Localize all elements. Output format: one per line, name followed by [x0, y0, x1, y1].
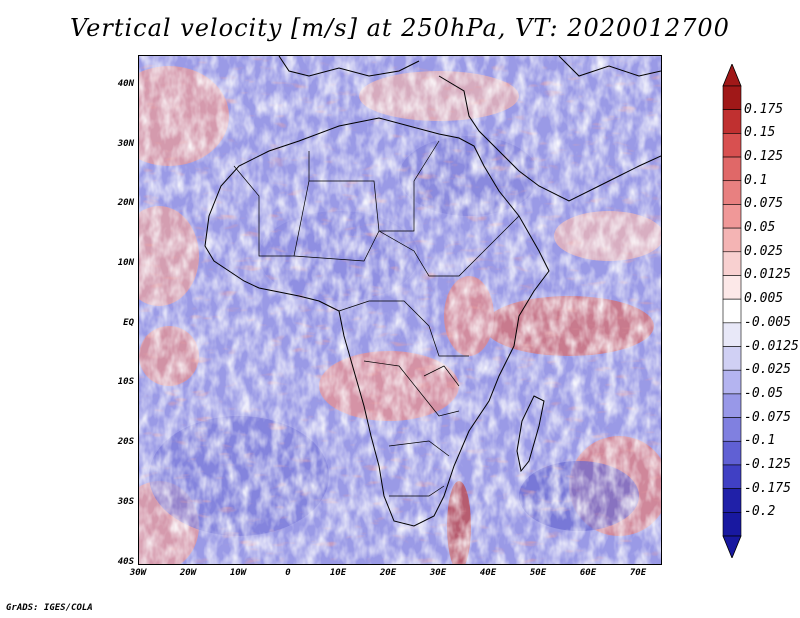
colorbar-swatch — [722, 109, 742, 134]
lat-tick-label: 10N — [117, 258, 134, 268]
country-borders — [233, 140, 520, 497]
colorbar-label: -0.2 — [744, 504, 776, 520]
madagascar-outline — [516, 395, 545, 473]
lon-tick-label: 20E — [379, 568, 397, 578]
colorbar-swatch — [722, 512, 742, 537]
lat-tick-label: 30N — [117, 139, 134, 149]
colorbar-swatch — [722, 393, 742, 418]
colorbar-swatch — [722, 227, 742, 253]
field-texture-white — [139, 56, 661, 564]
colorbar — [722, 64, 742, 558]
map-plot — [138, 55, 662, 565]
colorbar-label: 0.15 — [744, 125, 776, 141]
lat-tick-label: 20N — [117, 198, 134, 208]
page-title: Vertical velocity [m/s] at 250hPa, VT: 2… — [70, 14, 730, 42]
colorbar-label: 0.125 — [744, 149, 784, 165]
colorbar-label: 0.005 — [744, 291, 784, 307]
footer-credit: GrADS: IGES/COLA — [6, 603, 93, 613]
map-svg — [139, 56, 661, 564]
lon-tick-label: 30E — [429, 568, 447, 578]
colorbar-tip-bottom — [722, 535, 742, 558]
colorbar-label: -0.175 — [744, 480, 791, 496]
colorbar-label: -0.05 — [744, 385, 784, 401]
lon-tick-label: 20W — [179, 568, 197, 578]
lon-tick-label: 70E — [629, 568, 647, 578]
colorbar-label: -0.075 — [744, 409, 791, 425]
lat-tick-label: 20S — [117, 437, 134, 447]
colorbar-label: 0.1 — [744, 172, 768, 188]
colorbar-swatch — [722, 369, 742, 395]
lat-tick-label: 40N — [117, 79, 134, 89]
colorbar-label: -0.125 — [744, 456, 791, 472]
lon-tick-label: 40E — [479, 568, 497, 578]
colorbar-tip-top — [722, 64, 742, 87]
colorbar-label: -0.025 — [744, 362, 791, 378]
colorbar-swatch — [722, 346, 742, 371]
colorbar-label: -0.1 — [744, 433, 776, 449]
colorbar-swatch — [722, 133, 742, 158]
lat-tick-label: 10S — [117, 377, 134, 387]
colorbar-swatch — [722, 180, 742, 205]
coastlines — [204, 56, 661, 527]
lat-tick-label: 40S — [117, 557, 134, 567]
colorbar-label: -0.0125 — [744, 338, 799, 354]
colorbar-swatch — [722, 417, 742, 442]
colorbar-swatch — [722, 440, 742, 466]
colorbar-label: -0.005 — [744, 314, 791, 330]
colorbar-label: 0.05 — [744, 220, 776, 236]
lon-tick-label: 10E — [329, 568, 347, 578]
colorbar-label: 0.025 — [744, 243, 784, 259]
lat-tick-label: 30S — [117, 497, 134, 507]
colorbar-swatch — [722, 251, 742, 276]
colorbar-swatch — [722, 298, 742, 324]
lon-tick-label: 0 — [285, 568, 291, 578]
colorbar-swatch — [722, 322, 742, 347]
colorbar-swatch — [722, 156, 742, 182]
lon-tick-label: 10W — [229, 568, 247, 578]
colorbar-swatch — [722, 464, 742, 489]
lat-tick-label: EQ — [123, 318, 134, 328]
colorbar-swatch — [722, 204, 742, 229]
colorbar-swatch — [722, 488, 742, 513]
colorbar-swatch — [722, 275, 742, 300]
colorbar-label: 0.075 — [744, 196, 784, 212]
colorbar-label: 0.0125 — [744, 267, 791, 283]
lon-tick-label: 60E — [579, 568, 597, 578]
colorbar-swatch — [722, 85, 742, 110]
colorbar-label: 0.175 — [744, 101, 784, 117]
lon-tick-label: 30W — [129, 568, 147, 578]
lon-tick-label: 50E — [529, 568, 547, 578]
